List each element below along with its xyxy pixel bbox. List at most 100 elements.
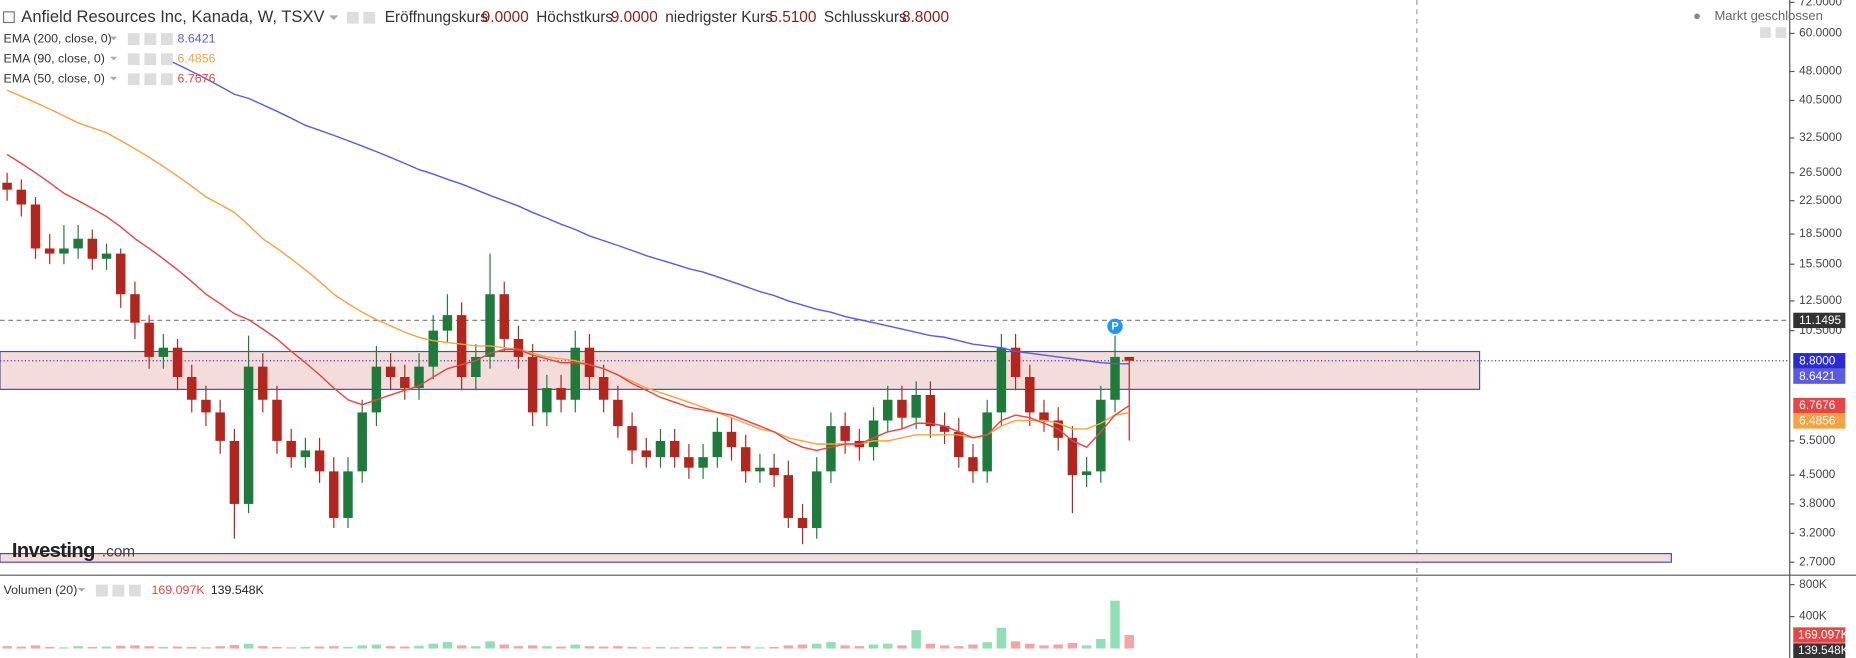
candle-body xyxy=(485,294,495,357)
volume-bar xyxy=(783,645,794,649)
legend-icon[interactable] xyxy=(127,33,140,45)
volume-bar xyxy=(698,647,708,649)
volume-bar xyxy=(1124,635,1134,649)
y-tick-label: 26.5000 xyxy=(1799,165,1842,179)
volume-title: Volumen (20) xyxy=(4,583,78,597)
candle-body xyxy=(797,517,808,528)
candle-body xyxy=(925,394,936,427)
candle-body xyxy=(158,347,169,357)
ohlc-label: Schlusskurs xyxy=(824,9,907,26)
volume-bar xyxy=(982,642,992,649)
legend-icon[interactable] xyxy=(144,73,157,86)
volume-bar xyxy=(684,646,694,649)
legend-icon[interactable] xyxy=(144,53,157,66)
volume-tick-label: 800K xyxy=(1799,577,1827,591)
volume-bar xyxy=(258,646,268,649)
candle-body xyxy=(826,426,836,472)
candle-body xyxy=(1010,347,1021,378)
volume-bar xyxy=(73,646,83,649)
candle-body xyxy=(812,471,822,528)
y-tick-label: 15.5000 xyxy=(1799,256,1842,270)
y-tick-label: 48.0000 xyxy=(1799,64,1842,78)
dropdown-icon[interactable] xyxy=(110,56,118,61)
volume-bar xyxy=(527,645,538,649)
legend-icon[interactable] xyxy=(127,53,140,66)
legend-entry: EMA (90, close, 0) xyxy=(4,51,105,65)
legend-icon[interactable] xyxy=(160,33,173,45)
axis-badge-label: 8.8000 xyxy=(1799,353,1836,367)
volume-bar xyxy=(854,646,865,649)
settings-icon[interactable] xyxy=(95,584,108,597)
legend-icon[interactable] xyxy=(160,73,173,86)
legend-layer: Anfield Resources Inc, Kanada, W, TSXV ●… xyxy=(2,7,1823,597)
scroll-icon[interactable] xyxy=(1775,27,1787,38)
candle-body xyxy=(215,412,225,441)
y-tick-label: 18.5000 xyxy=(1799,226,1842,240)
legend-value: 6.7676 xyxy=(178,72,216,86)
volume-bar xyxy=(826,642,836,649)
candle-body xyxy=(1025,377,1035,413)
dropdown-icon[interactable] xyxy=(78,588,86,592)
ema-line xyxy=(163,57,1130,365)
candle-body xyxy=(172,347,183,378)
volume-bar xyxy=(456,645,467,649)
volume-bar xyxy=(272,646,282,649)
volume-bar xyxy=(911,630,921,649)
remove-icon[interactable] xyxy=(129,584,141,597)
candle-body xyxy=(740,447,751,472)
volume-bar xyxy=(669,647,680,649)
settings-icon[interactable] xyxy=(346,11,359,24)
dropdown-icon[interactable] xyxy=(110,36,118,41)
volume-tick-label: 400K xyxy=(1799,609,1827,623)
volume-bar xyxy=(726,646,737,649)
axis-badge xyxy=(1793,368,1846,384)
legend-icon[interactable] xyxy=(127,73,140,86)
candle-body xyxy=(598,377,609,400)
candle-body xyxy=(897,399,907,418)
hide-icon[interactable] xyxy=(363,11,376,24)
legend-icon[interactable] xyxy=(144,33,157,45)
scroll-icon[interactable] xyxy=(1760,27,1771,38)
axis-badge-label: 11.1495 xyxy=(1799,313,1841,327)
volume-bar xyxy=(1053,644,1063,649)
volume-bar xyxy=(740,646,751,649)
axis-badge-label: 169.097K xyxy=(1798,628,1849,642)
market-status: Markt geschlossen xyxy=(1714,8,1822,23)
candle-body xyxy=(698,457,708,468)
collapse-icon[interactable] xyxy=(2,11,15,24)
volume-bar xyxy=(30,645,41,649)
candle-body xyxy=(883,399,893,421)
volume-bar xyxy=(1067,642,1078,649)
candle-body xyxy=(187,377,197,400)
volume-bar xyxy=(755,647,765,649)
axis-badge xyxy=(1793,643,1846,658)
y-tick-label: 3.8000 xyxy=(1799,496,1836,510)
candle-body xyxy=(982,412,992,472)
hide-icon[interactable] xyxy=(112,584,125,597)
logo-suffix: .com xyxy=(102,544,135,561)
candle-body xyxy=(684,457,694,468)
candle-body xyxy=(783,475,794,518)
zone xyxy=(0,350,1481,390)
volume-bar xyxy=(1010,641,1021,649)
volume-bar xyxy=(59,647,69,649)
candle-body xyxy=(101,253,112,259)
dropdown-icon[interactable] xyxy=(329,15,339,21)
volume-bar xyxy=(201,647,211,649)
candle-body xyxy=(400,377,410,389)
candle-body xyxy=(116,253,126,295)
dropdown-icon[interactable] xyxy=(110,76,118,81)
legend-icon[interactable] xyxy=(160,53,173,66)
y-tick-label: 22.5000 xyxy=(1799,193,1842,207)
volume-bar xyxy=(343,646,353,649)
volume-bar xyxy=(1110,600,1120,649)
candle-body xyxy=(343,471,353,518)
candle-body xyxy=(456,315,467,378)
volume-bar xyxy=(471,646,481,649)
candle-body xyxy=(527,356,538,413)
candle-body xyxy=(371,366,382,413)
candle-body xyxy=(1096,399,1106,472)
candle-body xyxy=(471,356,481,378)
